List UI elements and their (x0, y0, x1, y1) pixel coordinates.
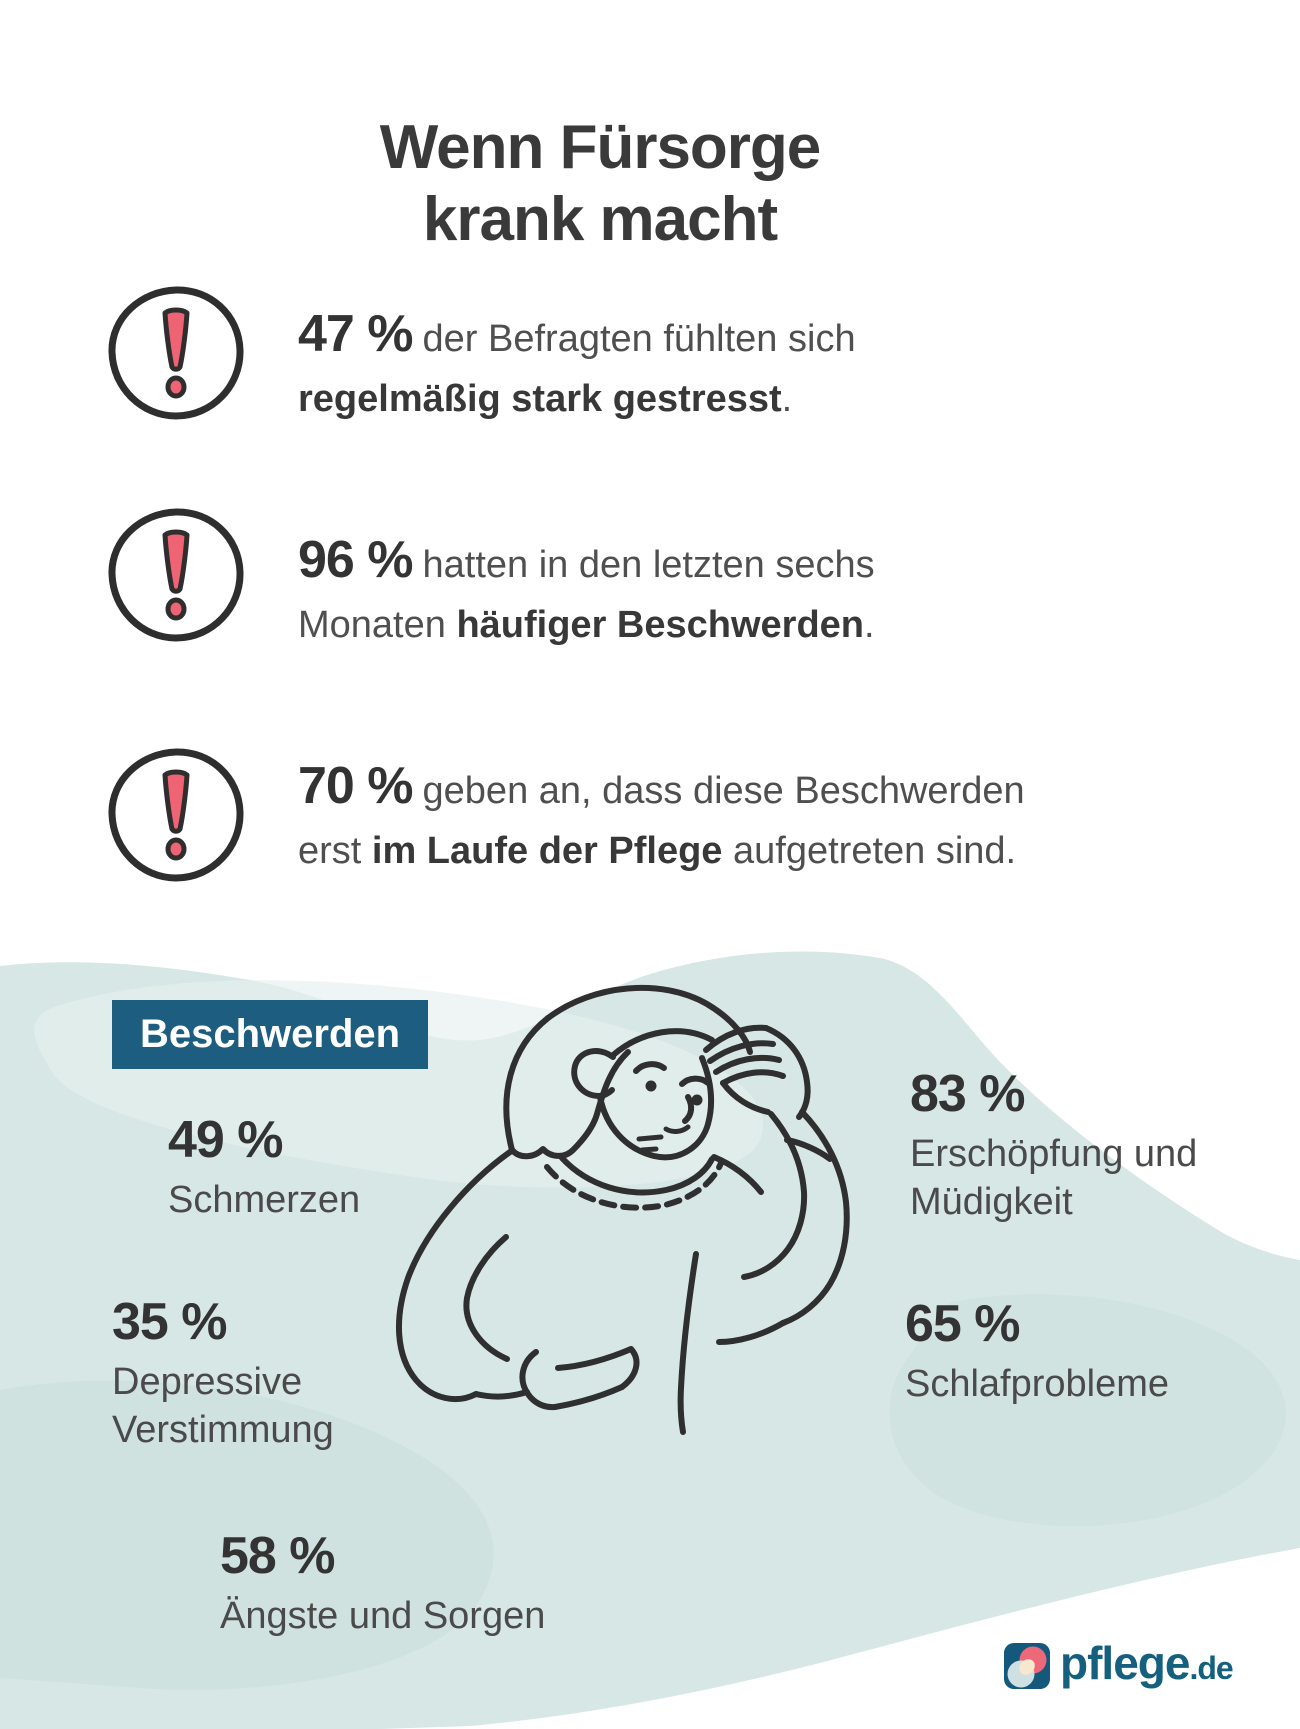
worried-woman-illustration (396, 984, 850, 1435)
finger (720, 1069, 786, 1086)
ear (571, 1048, 616, 1099)
exclamation-icon (108, 748, 244, 882)
collar-dashed (544, 1160, 724, 1211)
nose (682, 1094, 695, 1124)
stat-row-beschwerden: 96 % hatten in den letzten sechs Monaten … (298, 531, 875, 646)
complaint-value: 35 % (112, 1293, 228, 1351)
stat-text-bold: regelmäßig stark gestresst (298, 378, 782, 420)
stat-text-bold: häufiger Beschwerden (456, 604, 865, 646)
hair-bottom (509, 1049, 631, 1160)
lowered-arm-inner (463, 1234, 510, 1362)
complaint-label: Erschöpfung und Müdigkeit (910, 1133, 1198, 1223)
raised-arm-inner (741, 1111, 808, 1280)
face-outline (597, 1055, 715, 1161)
exclamation-icon (108, 508, 244, 642)
complaint-value: 49 % (168, 1111, 284, 1169)
shoulder-line (711, 1154, 764, 1195)
stat-text-bold: im Laufe der Pflege (371, 830, 723, 872)
pflege-de-logo[interactable]: pflege.de (1004, 1637, 1234, 1691)
stat-text-line1: geben an, dass diese Beschwerden (422, 770, 1025, 812)
complaint-value: 58 % (220, 1527, 336, 1585)
cheek-line (639, 1146, 659, 1153)
complaint-label: Ängste und Sorgen (220, 1595, 546, 1637)
complaint-label: Depressive Verstimmung (112, 1361, 334, 1451)
arm-bottom-edge (473, 1389, 530, 1400)
finger (703, 1024, 769, 1053)
stat-text-line1: hatten in den letzten sechs (422, 544, 875, 586)
stat-value: 96 % (298, 531, 414, 589)
logo-tld: .de (1189, 1650, 1233, 1686)
raised-arm-outer (780, 1109, 850, 1326)
hand-tip (619, 1346, 640, 1390)
stat-row-pflegeverlauf: 70 % geben an, dass diese Beschwerden ers… (298, 757, 1025, 872)
left-eye (645, 1080, 657, 1092)
stat-text-line1: der Befragten fühlten sich (422, 318, 856, 360)
complaint-value: 83 % (910, 1065, 1026, 1123)
hand-outline (763, 1025, 811, 1120)
back-outline (396, 1149, 513, 1403)
stat-value: 47 % (298, 305, 414, 363)
wrist-cuff (519, 1349, 558, 1411)
hair-fringe (609, 1028, 715, 1059)
left-eyebrow (633, 1061, 667, 1074)
torso-line (677, 1251, 699, 1435)
complaint-value: 65 % (905, 1295, 1021, 1353)
complaint-label: Schmerzen (168, 1179, 361, 1221)
stat-value: 70 % (298, 757, 414, 815)
complaint-depressive-verstimmung: 35 % Depressive Verstimmung (112, 1294, 382, 1454)
mouth (663, 1124, 691, 1134)
logo-wordmark: pflege.de (1060, 1637, 1234, 1689)
palm-line (720, 1080, 771, 1115)
page-title: Wenn Fürsorge krank macht (0, 112, 1200, 256)
hand-top (555, 1346, 634, 1371)
right-eyebrow (679, 1075, 711, 1087)
cheek-line (636, 1134, 664, 1142)
stat-row-stress: 47 % der Befragten fühlten sich regelmäßi… (298, 305, 856, 420)
finger (707, 1040, 776, 1064)
complaint-aengste-sorgen: 58 % Ängste und Sorgen (220, 1528, 640, 1640)
finger (713, 1055, 782, 1075)
pflege-logo-icon (1004, 1642, 1050, 1689)
section-badge-beschwerden: Beschwerden (112, 1000, 429, 1069)
exclamation-icon (108, 286, 244, 420)
complaint-schlafprobleme: 65 % Schlafprobleme (905, 1296, 1245, 1408)
complaint-label: Schlafprobleme (905, 1363, 1170, 1405)
hair-outline (503, 984, 753, 1153)
right-eye (691, 1094, 703, 1106)
chest-line (716, 1320, 786, 1345)
page-title-line2: krank macht (422, 184, 778, 254)
page-title-line1: Wenn Fürsorge (379, 112, 822, 182)
collar-line (559, 1155, 715, 1196)
hand-bottom (552, 1384, 625, 1410)
complaint-schmerzen: 49 % Schmerzen (168, 1112, 360, 1224)
complaint-erschoepfung-muedigkeit: 83 % Erschöpfung und Müdigkeit (910, 1066, 1210, 1226)
